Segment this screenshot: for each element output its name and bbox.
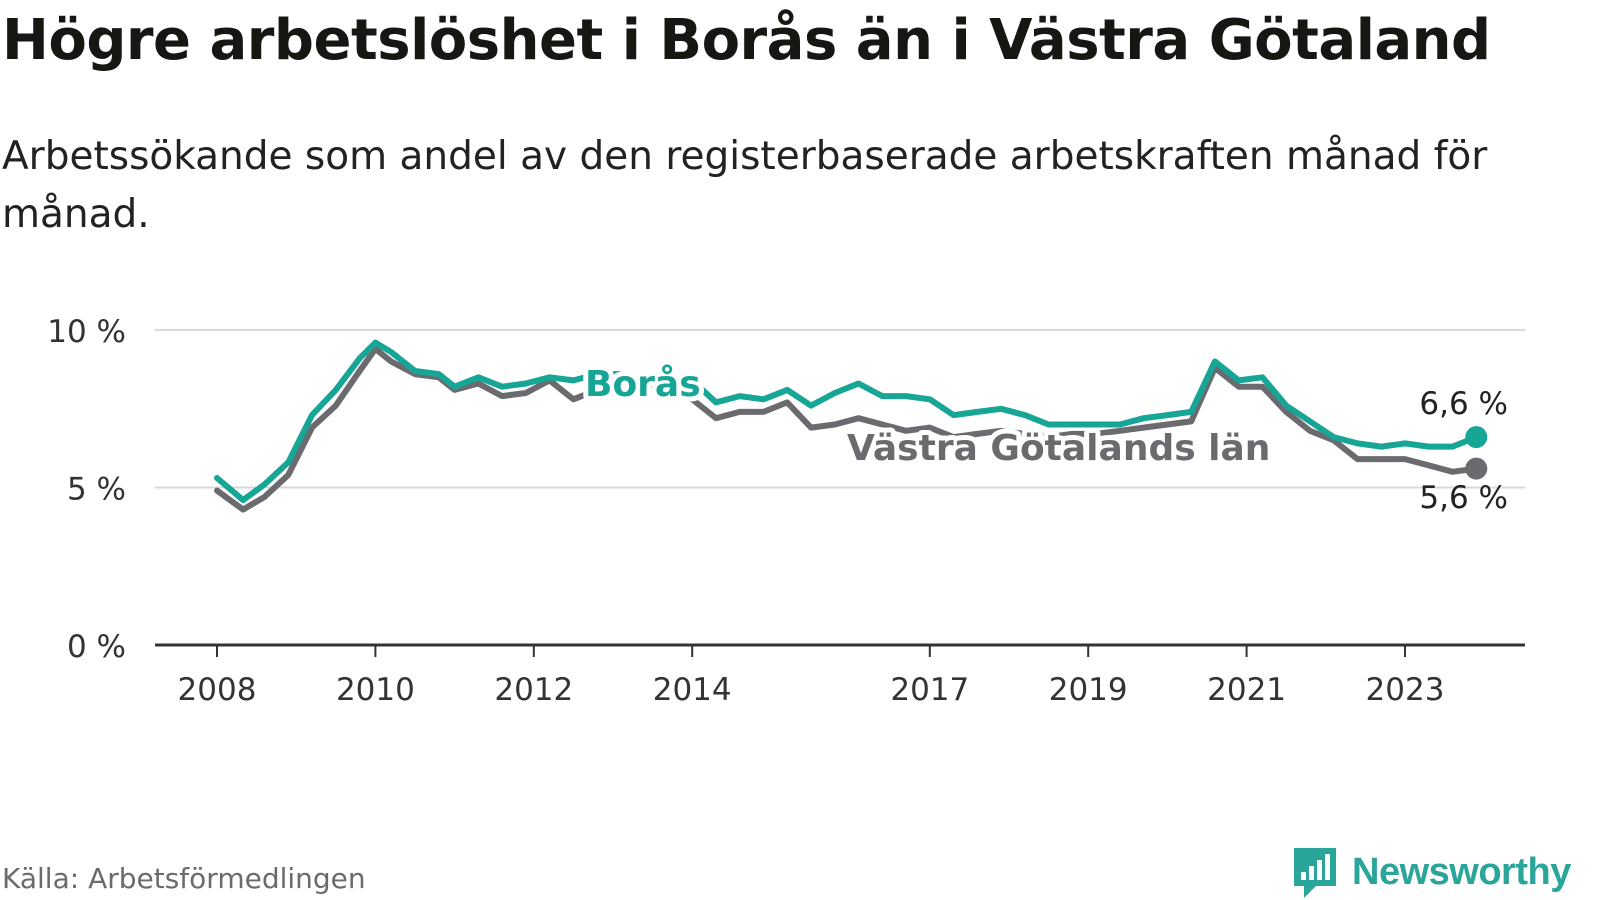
series-line-vastra-gotaland — [214, 345, 1480, 513]
x-tick-label: 2021 — [1207, 672, 1286, 708]
newsworthy-logo-icon — [1294, 848, 1336, 898]
end-label-boras: 6,6 % — [1419, 386, 1508, 422]
series-label-vastra-gotaland-halo: Västra Götalands län — [847, 428, 1270, 469]
y-tick-label: 5 % — [67, 472, 126, 508]
end-point-vastra-gotaland — [1465, 457, 1488, 480]
x-tick-label: 2012 — [494, 672, 573, 708]
series-label-vastra-gotaland: Västra Götalands län — [847, 428, 1270, 469]
x-tick-label: 2017 — [890, 672, 969, 708]
chart-title: Högre arbetslöshet i Borås än i Västra G… — [2, 8, 1491, 73]
end-label-vastra-gotaland: 5,6 % — [1419, 480, 1508, 516]
x-tick-label: 2010 — [336, 672, 415, 708]
x-tick-label: 2014 — [653, 672, 732, 708]
y-tick-label: 10 % — [47, 314, 126, 350]
x-tick-label: 2008 — [178, 672, 257, 708]
series-line-boras — [214, 339, 1480, 504]
source-note: Källa: Arbetsförmedlingen — [2, 862, 366, 895]
series-label-boras-halo: Borås — [585, 364, 701, 405]
newsworthy-logo: Newsworthy — [1290, 842, 1571, 900]
end-point-boras — [1465, 426, 1488, 449]
x-tick-label: 2023 — [1366, 672, 1445, 708]
chart-subtitle: Arbetssökande som andel av den registerb… — [2, 134, 1488, 237]
logo-text: Newsworthy — [1352, 850, 1571, 893]
series-label-boras: Borås — [585, 364, 701, 405]
x-tick-label: 2019 — [1049, 672, 1128, 708]
y-tick-label: 0 % — [67, 629, 126, 665]
